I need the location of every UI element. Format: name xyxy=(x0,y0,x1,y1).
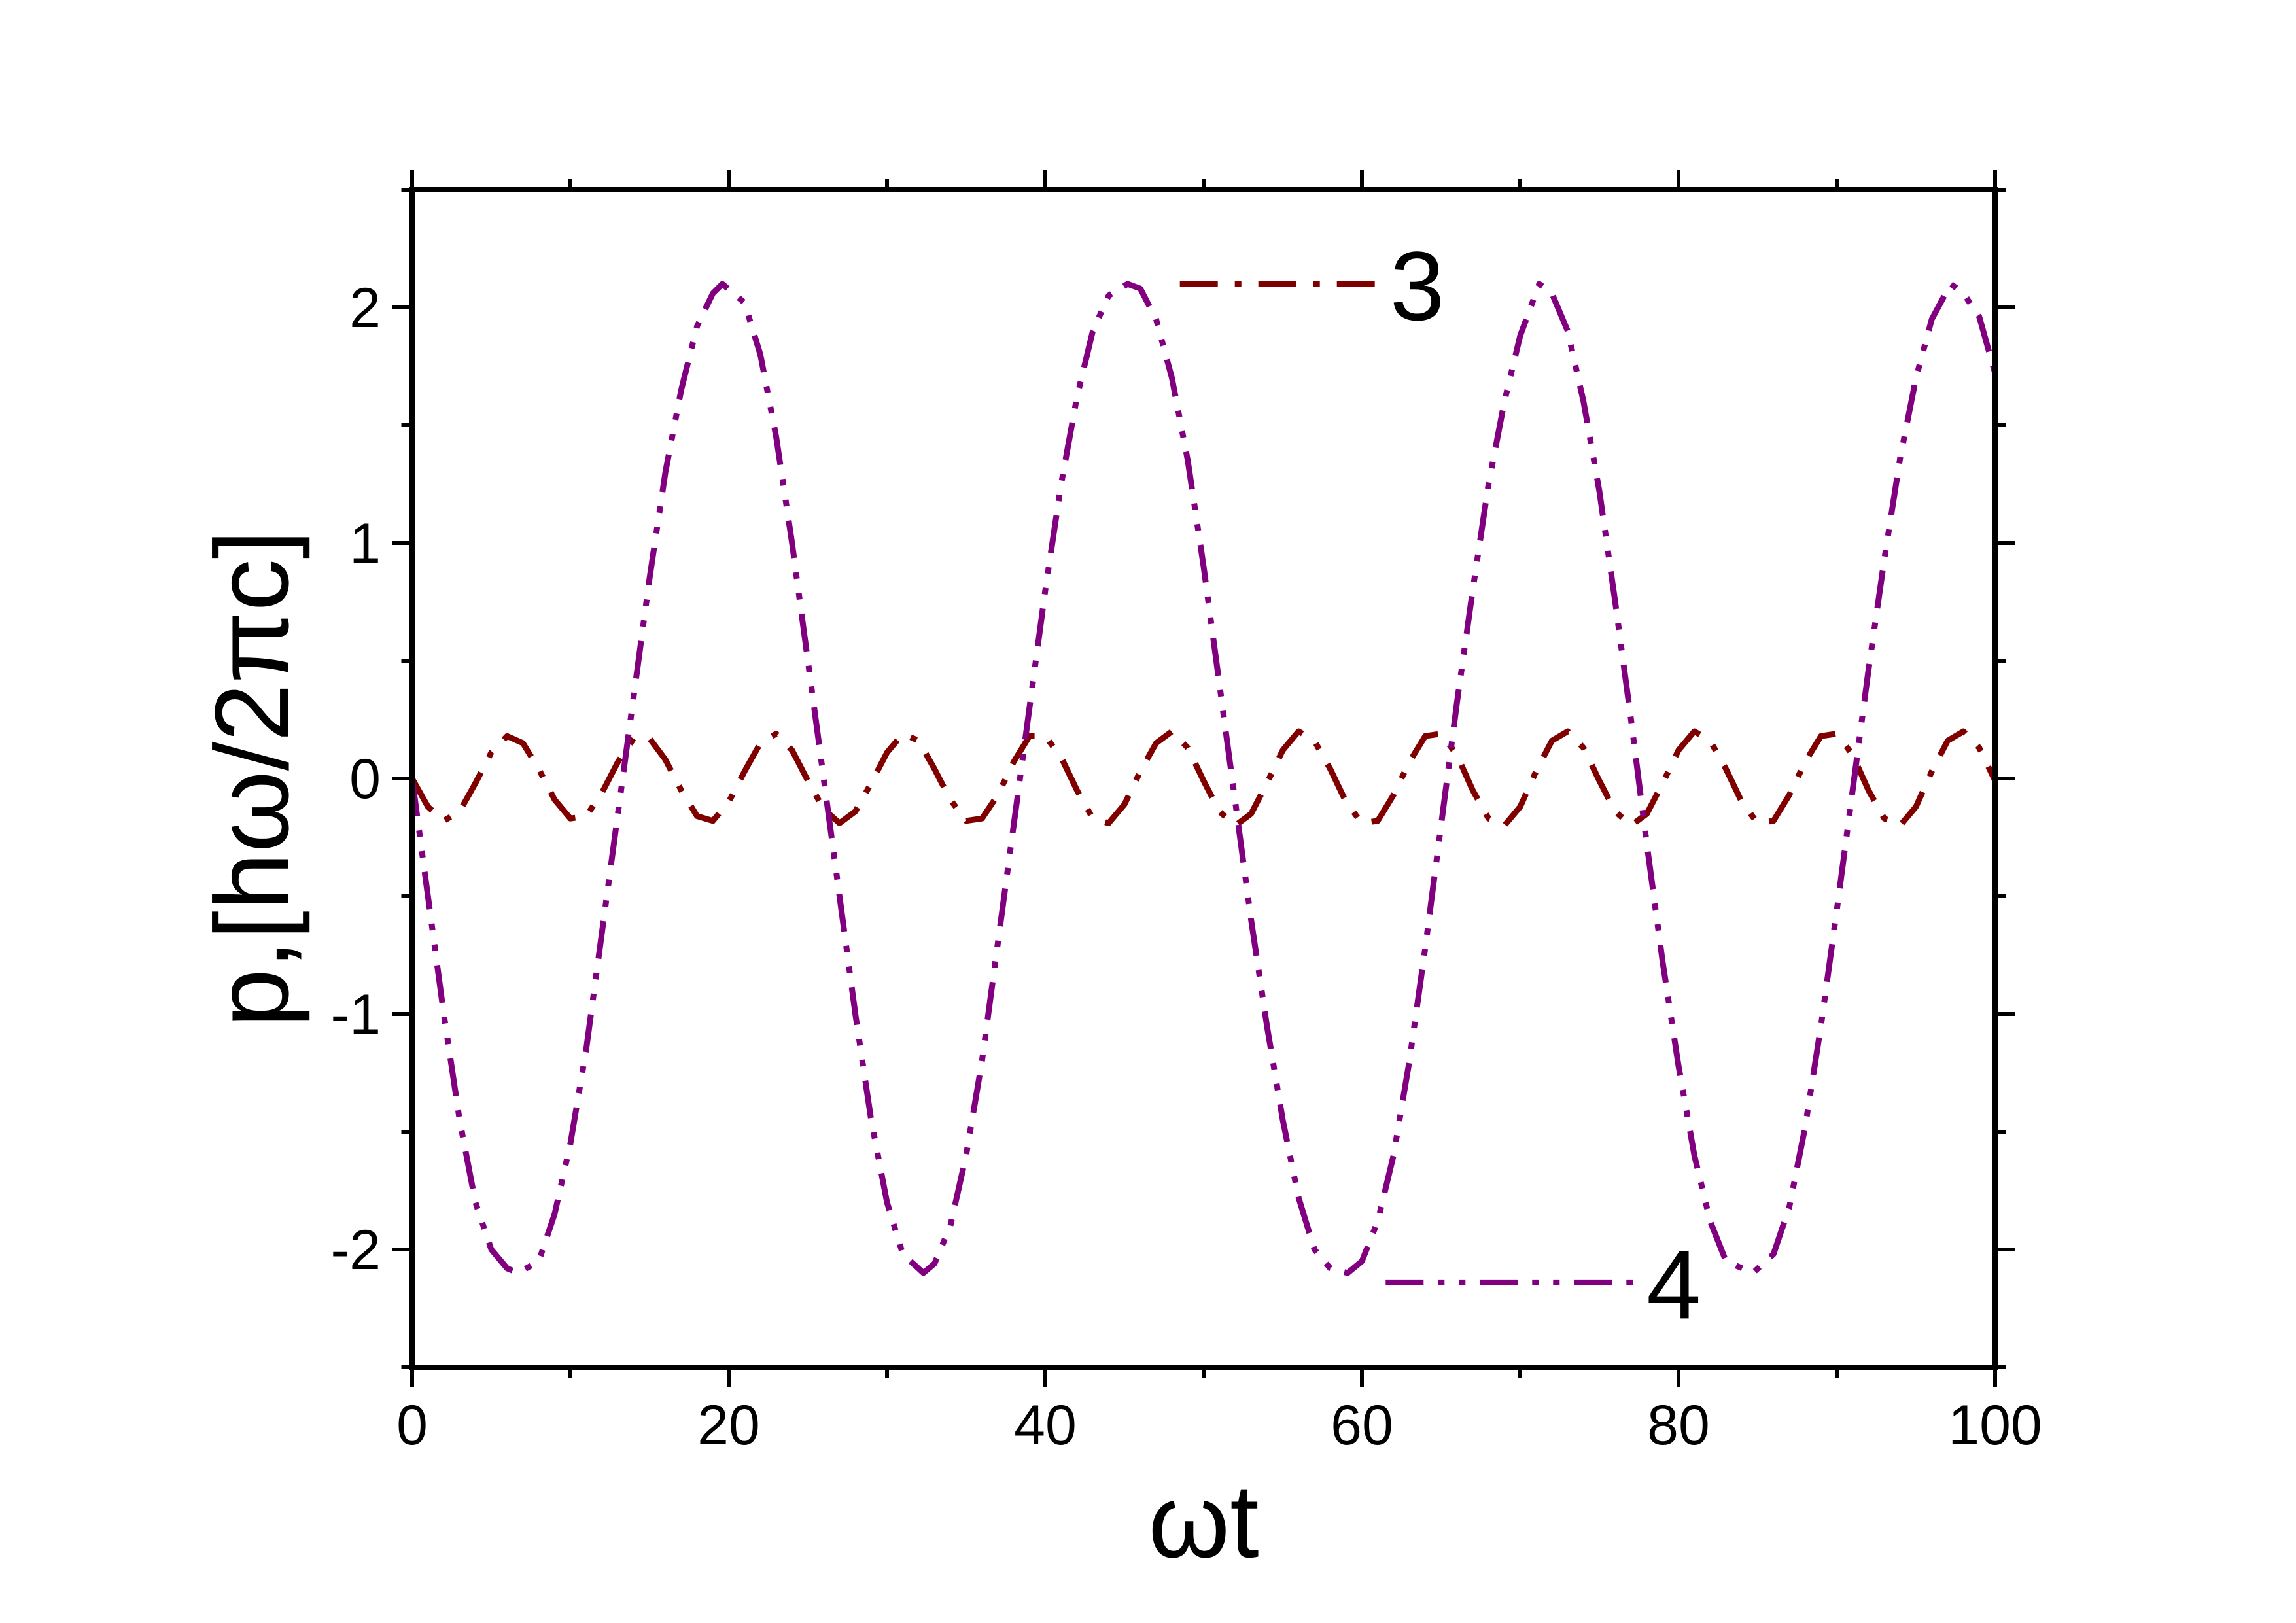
tick-layer: 0 20 40 60 80 100 -2 -1 0 1 2 xyxy=(331,170,2042,1457)
y-tick-label: 2 xyxy=(349,277,381,340)
y-tick-label: -2 xyxy=(331,1219,381,1282)
series-4-label: 4 xyxy=(1646,1229,1701,1339)
y-tick-label: 0 xyxy=(349,748,381,811)
series-3-line xyxy=(409,728,1998,829)
x-tick-label: 40 xyxy=(1014,1394,1077,1457)
series-3-label: 3 xyxy=(1390,231,1444,341)
plot-frame xyxy=(409,187,1998,1370)
x-tick-label: 80 xyxy=(1647,1394,1710,1457)
x-axis-title: ωt xyxy=(1148,1462,1259,1579)
x-tick-label: 20 xyxy=(697,1394,760,1457)
y-axis-title: p,[hω/2πc] xyxy=(193,530,310,1027)
series-4-line xyxy=(409,281,1998,1276)
label-layer: 34 xyxy=(1179,231,1701,1339)
x-tick-label: 0 xyxy=(396,1394,428,1457)
x-tick-label: 100 xyxy=(1948,1394,2042,1457)
y-tick-label: 1 xyxy=(349,512,381,575)
x-tick-label: 60 xyxy=(1331,1394,1393,1457)
y-tick-label: -1 xyxy=(331,983,381,1046)
series-layer xyxy=(409,281,1998,1276)
